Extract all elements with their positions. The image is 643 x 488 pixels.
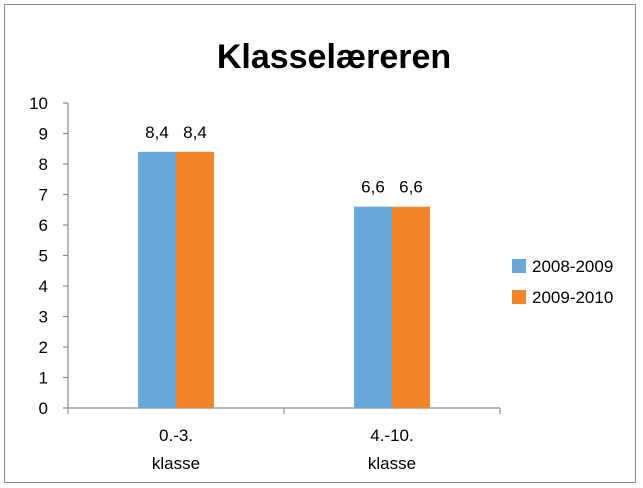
legend-label: 2009-2010 bbox=[532, 288, 613, 307]
y-tick-label: 3 bbox=[39, 308, 48, 327]
y-tick-label: 6 bbox=[39, 216, 48, 235]
bar-value-label: 8,4 bbox=[145, 123, 169, 142]
x-category-label: klasse bbox=[368, 454, 416, 473]
y-tick-label: 4 bbox=[39, 277, 48, 296]
bar-value-label: 6,6 bbox=[361, 178, 385, 197]
y-tick-label: 0 bbox=[39, 399, 48, 418]
x-category-label: klasse bbox=[152, 454, 200, 473]
x-axis: 0.-3. klasse 4.-10. klasse bbox=[67, 407, 501, 473]
x-category-label: 0.-3. bbox=[159, 426, 193, 445]
y-tick-label: 8 bbox=[39, 155, 48, 174]
bar bbox=[138, 151, 176, 409]
bar bbox=[354, 206, 392, 408]
y-axis: 0 1 2 3 4 5 6 7 8 9 10 bbox=[29, 94, 69, 418]
bar-value-label: 8,4 bbox=[183, 123, 207, 142]
bars bbox=[138, 151, 430, 409]
y-tick-label: 1 bbox=[39, 369, 48, 388]
x-category-label: 4.-10. bbox=[370, 426, 413, 445]
bar bbox=[176, 151, 214, 409]
value-labels: 8,4 8,4 6,6 6,6 bbox=[145, 123, 423, 197]
y-tick-label: 7 bbox=[39, 186, 48, 205]
chart-title: Klasselæreren bbox=[217, 38, 451, 76]
legend-label: 2008-2009 bbox=[532, 257, 613, 276]
y-tick-label: 9 bbox=[39, 125, 48, 144]
y-tick-label: 2 bbox=[39, 338, 48, 357]
legend-swatch bbox=[512, 290, 526, 304]
bar bbox=[392, 206, 430, 408]
y-tick-label: 10 bbox=[29, 94, 48, 113]
legend: 2008-2009 2009-2010 bbox=[512, 257, 613, 307]
y-tick-label: 5 bbox=[39, 247, 48, 266]
bar-value-label: 6,6 bbox=[399, 178, 423, 197]
chart-frame bbox=[4, 4, 636, 483]
legend-swatch bbox=[512, 259, 526, 273]
